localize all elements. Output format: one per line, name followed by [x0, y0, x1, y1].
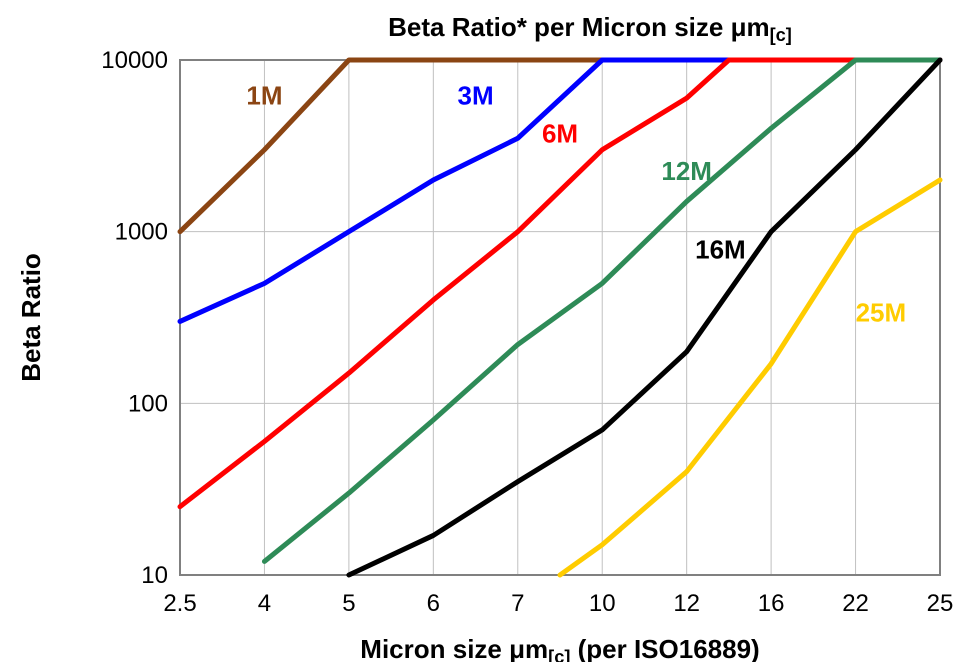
chart-svg: 2.5 4 5 6 7 10 12 16 22 25 10 100 1000 10000 1M 3M 6M 12M… — [0, 0, 966, 662]
series-label-3M: 3M — [457, 81, 493, 111]
beta-ratio-chart: 2.5 4 5 6 7 10 12 16 22 25 10 100 1000 10000 1M 3M 6M 12M… — [0, 0, 966, 662]
y-tick-label: 100 — [128, 390, 168, 417]
y-tick-label: 10 — [141, 562, 168, 589]
x-tick-label: 22 — [842, 590, 869, 617]
y-tick-label: 1000 — [115, 219, 168, 246]
x-tick-label: 5 — [342, 590, 355, 617]
x-axis-label: Micron size μm[c] (per ISO16889) — [360, 634, 759, 662]
x-tick-label: 12 — [673, 590, 700, 617]
x-tick-label: 25 — [927, 590, 954, 617]
x-tick-label: 10 — [589, 590, 616, 617]
x-tick-label: 6 — [427, 590, 440, 617]
chart-title: Beta Ratio* per Micron size μm[c] — [388, 12, 792, 45]
x-tick-label: 4 — [258, 590, 271, 617]
y-axis-label: Beta Ratio — [16, 253, 46, 382]
series-label-16M: 16M — [695, 234, 746, 264]
x-tick-label: 16 — [758, 590, 785, 617]
series-label-1M: 1M — [246, 81, 282, 111]
series-label-6M: 6M — [542, 119, 578, 149]
x-tick-label: 2.5 — [163, 590, 196, 617]
series-label-25M: 25M — [856, 297, 907, 327]
x-tick-label: 7 — [511, 590, 524, 617]
series-label-12M: 12M — [661, 156, 712, 186]
y-tick-label: 10000 — [101, 47, 168, 74]
